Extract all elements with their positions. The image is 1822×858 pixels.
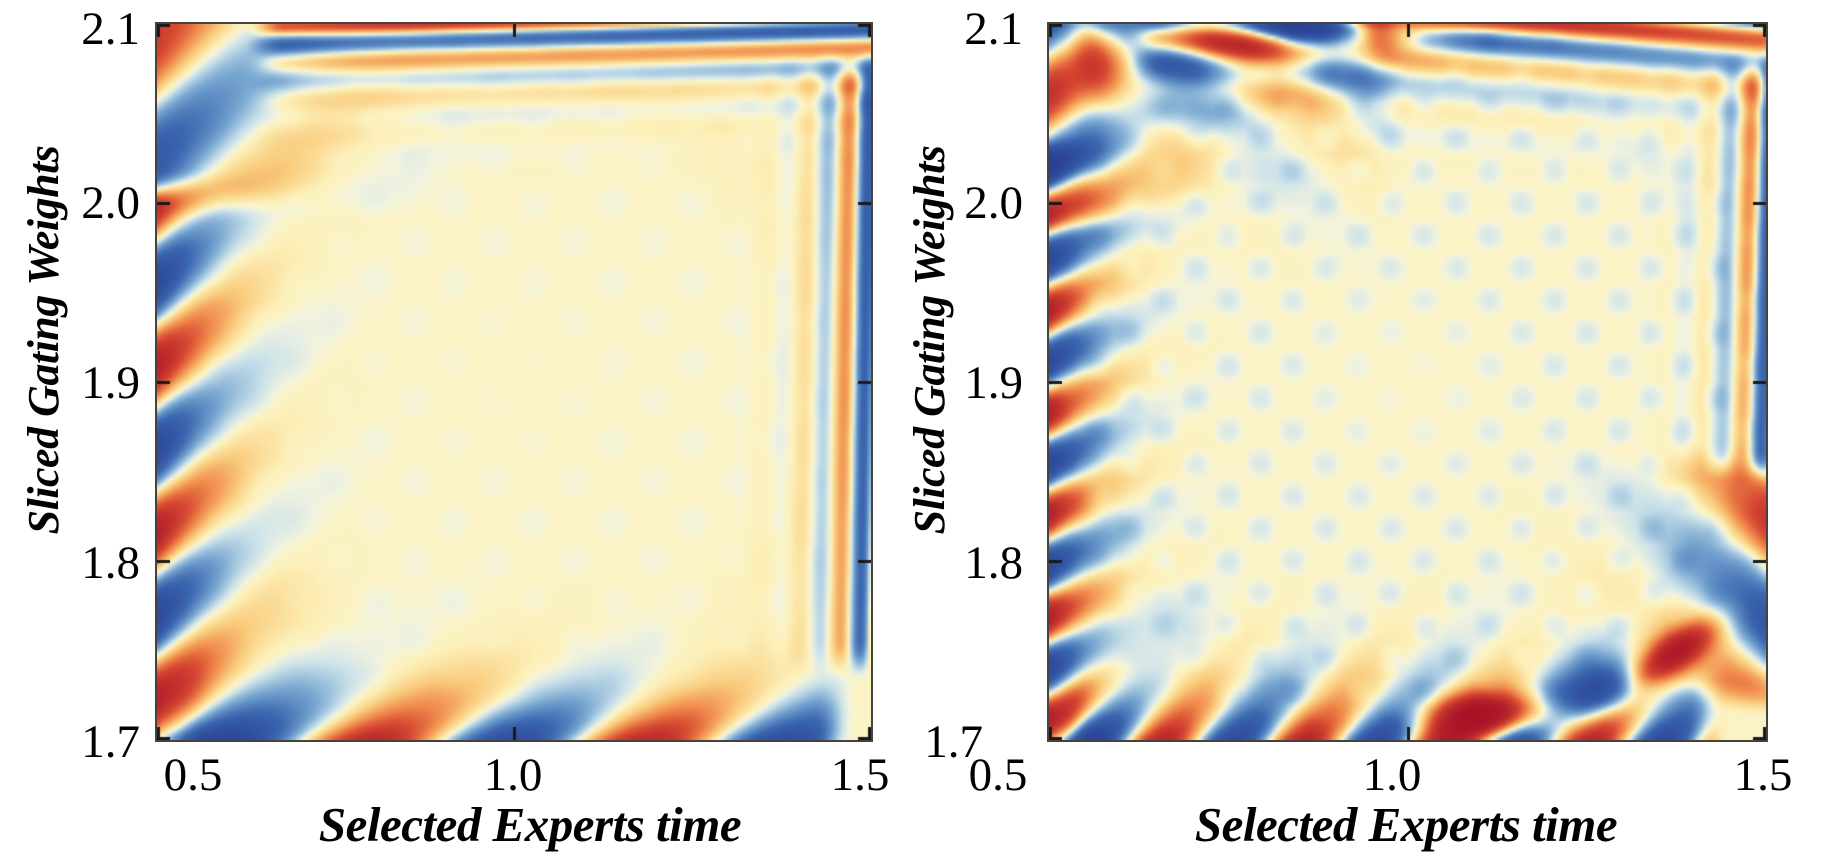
x-axis-label-left: Selected Experts time [318,797,742,852]
y-tick-label: 2.1 [81,3,140,55]
x-tick-label: 0.5 [968,749,1028,801]
y-tick-label: 1.9 [964,357,1023,409]
x-tick-label: 1.5 [1733,749,1793,801]
y-tick-label: 1.9 [81,357,140,409]
x-tick-label: 1.5 [830,749,890,801]
y-tick-label: 1.8 [964,537,1023,589]
y-tick-label: 1.8 [81,537,140,589]
x-tick-label: 1.0 [1362,749,1422,801]
heatmap-canvas-right [1049,24,1766,740]
y-tick-label: 2.0 [964,177,1023,229]
y-tick-label: 2.1 [964,3,1023,55]
x-tick-label: 0.5 [163,749,223,801]
heatmap-canvas-left [157,24,871,740]
x-tick-label: 1.0 [483,749,543,801]
y-tick-label: 2.0 [81,177,140,229]
heatmap-plot-right [1047,22,1768,742]
heatmap-plot-left [155,22,873,742]
x-axis-label-right: Selected Experts time [1194,797,1618,852]
y-tick-label: 1.7 [81,716,140,768]
y-tick-label: 1.7 [924,716,983,768]
